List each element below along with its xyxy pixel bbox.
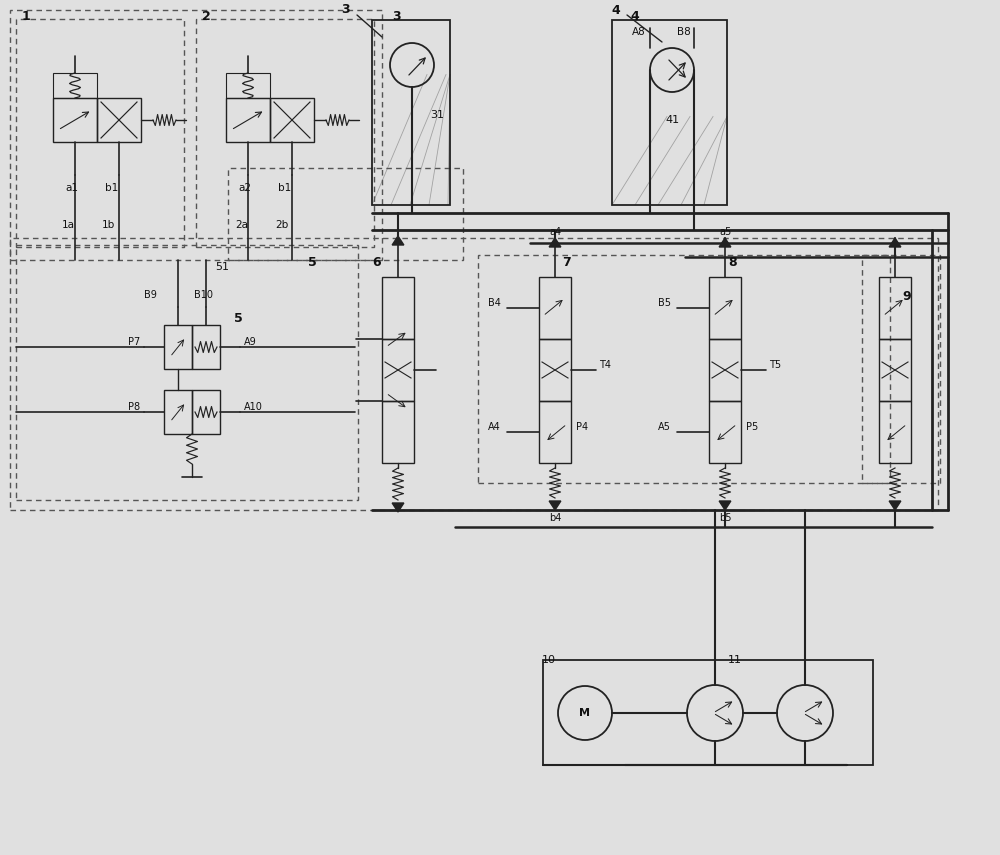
Text: A4: A4	[488, 422, 501, 432]
Bar	[382, 339, 414, 401]
Text: A8: A8	[632, 27, 646, 37]
Text: M: M	[580, 708, 590, 718]
Bar	[879, 277, 911, 339]
Polygon shape	[549, 238, 561, 247]
Bar	[164, 390, 192, 434]
Text: B8: B8	[677, 27, 691, 37]
Text: T5: T5	[769, 360, 781, 370]
Text: B5: B5	[658, 298, 671, 308]
Text: 4: 4	[611, 3, 620, 16]
Text: 5: 5	[234, 312, 243, 326]
Text: P5: P5	[746, 422, 758, 432]
Text: 4: 4	[630, 10, 639, 23]
Bar	[53, 73, 97, 98]
Text: 51: 51	[215, 262, 229, 272]
Text: 2b: 2b	[275, 220, 288, 230]
Text: b1: b1	[105, 183, 118, 193]
Bar	[10, 10, 382, 260]
Text: 7: 7	[562, 256, 571, 269]
Text: 8: 8	[728, 256, 737, 269]
Bar	[97, 98, 141, 142]
Bar	[539, 277, 571, 339]
Text: 1a: 1a	[62, 220, 75, 230]
Text: 3: 3	[341, 3, 350, 16]
Text: 1b: 1b	[102, 220, 115, 230]
Text: 9: 9	[902, 291, 911, 304]
Text: 2a: 2a	[235, 220, 248, 230]
Text: B4: B4	[488, 298, 501, 308]
Bar	[10, 238, 938, 510]
Bar	[539, 339, 571, 401]
Text: 6: 6	[372, 256, 381, 269]
Bar	[709, 277, 741, 339]
Bar	[539, 401, 571, 463]
Text: b1: b1	[278, 183, 291, 193]
Bar	[192, 325, 220, 369]
Text: A5: A5	[658, 422, 671, 432]
Text: a2: a2	[238, 183, 251, 193]
Bar	[382, 401, 414, 463]
Polygon shape	[889, 238, 901, 247]
Text: 41: 41	[665, 115, 679, 125]
Polygon shape	[719, 501, 731, 510]
Bar	[478, 255, 890, 483]
Text: B10: B10	[194, 290, 213, 300]
Bar	[270, 98, 314, 142]
Bar	[372, 20, 450, 205]
Bar	[382, 277, 414, 339]
Text: 1: 1	[22, 10, 31, 23]
Text: B9: B9	[144, 290, 157, 300]
Bar	[192, 390, 220, 434]
Text: T4: T4	[599, 360, 611, 370]
Text: a5: a5	[719, 227, 731, 237]
Text: 2: 2	[202, 10, 211, 23]
Bar	[16, 245, 358, 500]
Bar	[228, 168, 463, 260]
Text: 3: 3	[392, 10, 401, 23]
Polygon shape	[549, 501, 561, 510]
Bar	[53, 98, 97, 142]
Polygon shape	[392, 503, 404, 512]
Polygon shape	[719, 238, 731, 247]
Bar	[862, 255, 940, 483]
Bar	[16, 19, 184, 247]
Text: 5: 5	[308, 256, 317, 269]
Bar	[226, 98, 270, 142]
Bar	[879, 401, 911, 463]
Bar	[709, 401, 741, 463]
Polygon shape	[889, 501, 901, 510]
Bar	[879, 339, 911, 401]
Text: 10: 10	[542, 655, 556, 665]
Text: b5: b5	[719, 513, 731, 523]
Text: P4: P4	[576, 422, 588, 432]
Text: b4: b4	[549, 513, 561, 523]
Text: A10: A10	[244, 402, 263, 412]
Text: A9: A9	[244, 337, 257, 347]
Text: 11: 11	[728, 655, 742, 665]
Polygon shape	[392, 236, 404, 245]
Bar	[709, 339, 741, 401]
Text: a4: a4	[549, 227, 561, 237]
Text: P8: P8	[128, 402, 140, 412]
Bar	[196, 19, 374, 247]
Bar	[226, 73, 270, 98]
Bar	[612, 20, 727, 205]
Bar	[543, 660, 873, 765]
Text: a1: a1	[65, 183, 78, 193]
Bar	[164, 325, 192, 369]
Text: P7: P7	[128, 337, 140, 347]
Text: 31: 31	[430, 110, 444, 120]
